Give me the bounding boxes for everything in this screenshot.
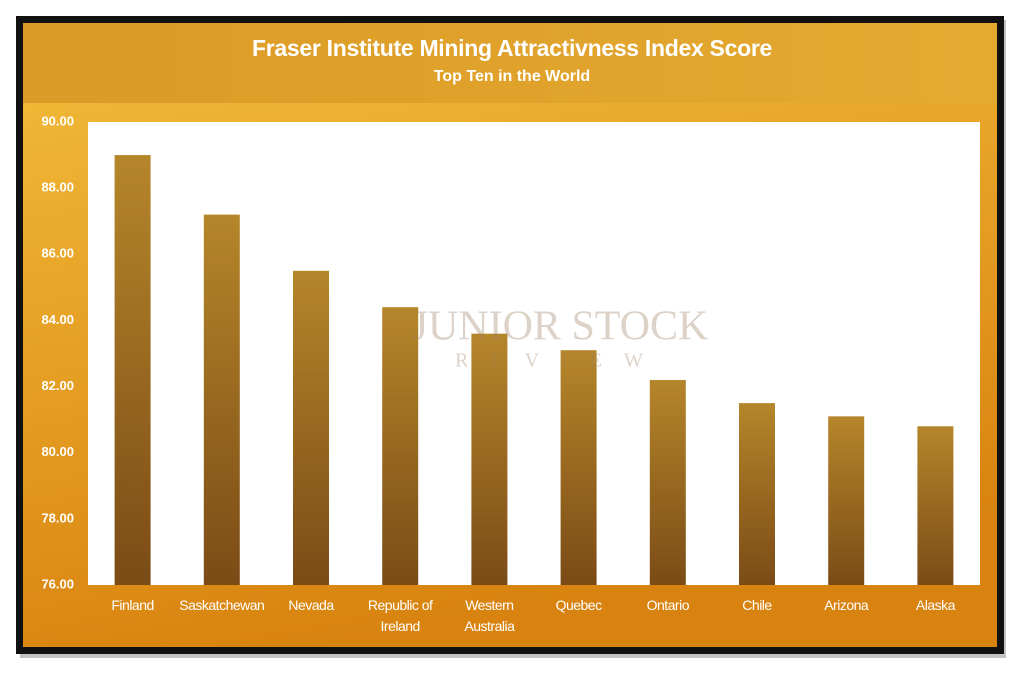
bar xyxy=(739,403,775,585)
chart-title: Fraser Institute Mining Attractivness In… xyxy=(252,35,772,61)
y-tick-label: 88.00 xyxy=(41,180,74,195)
x-tick-label: Finland xyxy=(111,597,154,613)
x-tick-label: Western Australia xyxy=(464,597,515,634)
y-tick-label: 78.00 xyxy=(41,510,74,525)
y-tick-label: 86.00 xyxy=(41,246,74,261)
watermark: REVIEW xyxy=(455,350,665,372)
bar xyxy=(382,307,419,585)
x-tick-label: Arizona xyxy=(824,597,869,613)
x-tick-label: Ontario xyxy=(646,597,690,613)
y-tick-label: 76.00 xyxy=(41,576,74,591)
bar xyxy=(649,379,686,585)
x-tick-label: Alaska xyxy=(915,597,956,613)
bar xyxy=(471,333,508,585)
x-tick-label: Republic of Ireland xyxy=(367,597,433,634)
bar xyxy=(203,214,240,585)
x-tick-label: Saskatchewan xyxy=(179,597,265,613)
x-tick-label: Nevada xyxy=(288,597,334,613)
bar xyxy=(917,426,954,585)
x-tick-label: Quebec xyxy=(555,597,603,613)
y-tick-label: 80.00 xyxy=(41,444,74,459)
watermark: JUNIOR STOCK xyxy=(412,304,709,350)
chart-subtitle: Top Ten in the World xyxy=(434,68,590,85)
y-tick-label: 84.00 xyxy=(41,312,74,327)
bar xyxy=(293,270,329,585)
y-tick-label: 82.00 xyxy=(41,378,74,393)
y-tick-label: 90.00 xyxy=(41,113,74,128)
bar xyxy=(828,416,865,585)
bar xyxy=(114,155,151,586)
bar xyxy=(560,350,597,585)
header xyxy=(23,23,997,103)
x-tick-label: Chile xyxy=(742,597,772,613)
